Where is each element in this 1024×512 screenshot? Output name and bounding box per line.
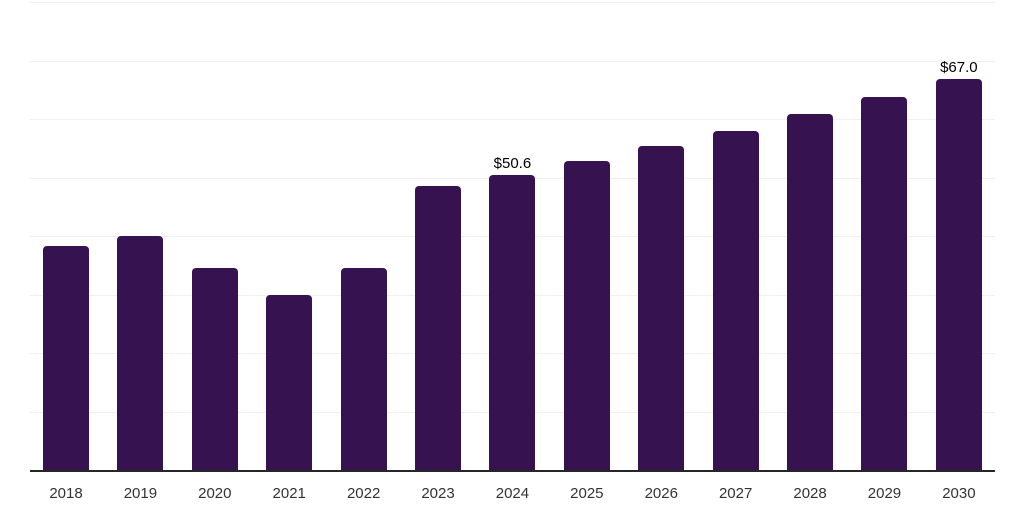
x-tick-label-2026: 2026 — [644, 485, 678, 502]
bar-2027 — [712, 131, 759, 471]
bar-slot-2024: $50.6 — [489, 3, 536, 471]
gridline-y-60 — [30, 119, 995, 120]
bar-slot-2023 — [415, 3, 462, 471]
x-tick-label-2024: 2024 — [495, 485, 530, 502]
x-axis-tick-labels: 2018 2019 2020 2021 2022 2023 2024 2025 2026 2027… — [30, 484, 995, 504]
data-label-2030: $67.0 — [940, 59, 978, 76]
x-tick-label-2025: 2025 — [570, 485, 604, 502]
bar-slot-2020 — [191, 3, 238, 471]
x-tick-label-2029: 2029 — [867, 485, 902, 502]
bar-2029 — [861, 97, 908, 471]
x-tick-label-2030: 2030 — [942, 485, 976, 502]
bars-container: $50.6 $67.0 — [30, 3, 995, 471]
bar-2025 — [563, 161, 610, 471]
x-tick-label-2019: 2019 — [123, 485, 158, 502]
bar-2023 — [415, 186, 462, 471]
bar-2019 — [117, 236, 164, 471]
data-label-2024: $50.6 — [493, 155, 532, 172]
gridline-y-80 — [30, 2, 995, 3]
x-tick-label-2027: 2027 — [718, 485, 753, 502]
bar-2026 — [638, 146, 685, 471]
bar-slot-2019 — [117, 3, 164, 471]
bar-slot-2018 — [43, 3, 89, 471]
bar-2028 — [787, 114, 834, 471]
x-tick-label-2021: 2021 — [272, 485, 306, 502]
bar-2030 — [935, 79, 982, 471]
x-axis-line — [30, 470, 995, 472]
x-tick-label-2028: 2028 — [793, 485, 827, 502]
gridline-y-70 — [30, 60, 995, 62]
x-tick-label-2023: 2023 — [421, 485, 455, 502]
bar-2018 — [43, 246, 89, 471]
bar-slot-2027 — [712, 3, 759, 471]
x-tick-label-2020: 2020 — [198, 485, 232, 502]
bar-2024 — [489, 175, 536, 471]
bar-slot-2022 — [340, 3, 387, 471]
bar-2020 — [191, 268, 238, 471]
bar-slot-2026 — [638, 3, 685, 471]
bar-2021 — [266, 295, 313, 471]
bar-slot-2029 — [861, 3, 908, 471]
bar-slot-2025 — [563, 3, 610, 471]
bar-slot-2021 — [266, 3, 313, 471]
x-tick-label-2018: 2018 — [49, 485, 83, 502]
bar-slot-2030: $67.0 — [935, 3, 982, 471]
x-tick-label-2022: 2022 — [346, 485, 381, 502]
bar-slot-2028 — [787, 3, 834, 471]
bar-2022 — [340, 268, 387, 471]
